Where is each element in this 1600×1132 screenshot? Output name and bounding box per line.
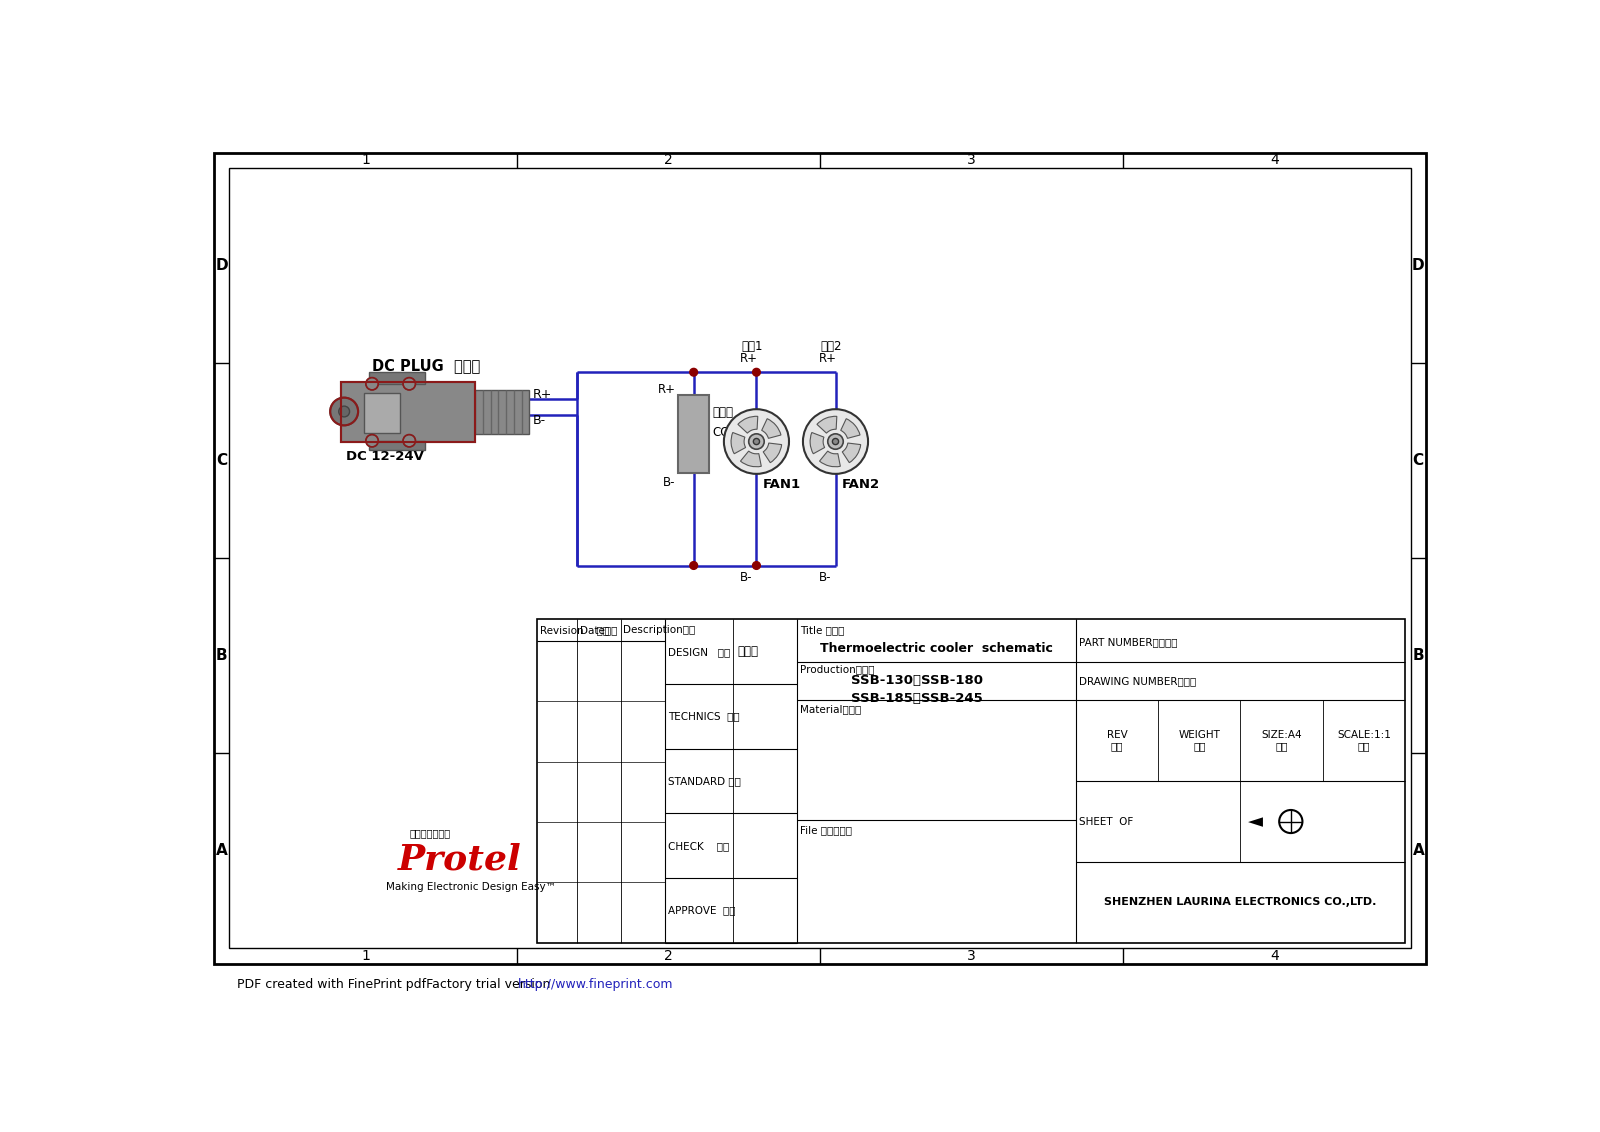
Text: PART NUMBER零件号：: PART NUMBER零件号： xyxy=(1078,637,1178,648)
Text: C: C xyxy=(1413,453,1424,469)
Text: Revision    修正: Revision 修正 xyxy=(541,625,610,635)
Text: Title 名称：: Title 名称： xyxy=(800,625,845,635)
Text: SSB-130、SSB-180: SSB-130、SSB-180 xyxy=(851,674,982,687)
Text: A: A xyxy=(216,843,227,858)
Text: 4: 4 xyxy=(1270,949,1278,963)
Circle shape xyxy=(803,409,869,474)
Bar xyxy=(475,389,530,434)
Circle shape xyxy=(832,438,838,445)
Text: DC 12-24V: DC 12-24V xyxy=(346,449,424,463)
Text: 2: 2 xyxy=(664,154,674,168)
Text: 张志华: 张志华 xyxy=(738,645,758,658)
Text: Production产品：: Production产品： xyxy=(800,664,874,675)
Text: 4: 4 xyxy=(1270,154,1278,168)
Bar xyxy=(229,169,1411,949)
Wedge shape xyxy=(840,419,861,438)
Wedge shape xyxy=(763,443,782,463)
Text: SSB-185、SSB-245: SSB-185、SSB-245 xyxy=(851,692,982,705)
Text: D: D xyxy=(216,258,229,273)
Wedge shape xyxy=(731,432,746,454)
Text: R+: R+ xyxy=(533,388,552,401)
Bar xyxy=(341,383,475,443)
Circle shape xyxy=(339,406,349,417)
Text: SIZE:A4
图纸: SIZE:A4 图纸 xyxy=(1261,730,1302,752)
Text: DC PLUG  烟插头: DC PLUG 烟插头 xyxy=(373,358,480,372)
Text: WEIGHT
重量: WEIGHT 重量 xyxy=(1178,730,1221,752)
Circle shape xyxy=(366,435,378,447)
Circle shape xyxy=(752,368,760,376)
Bar xyxy=(370,440,424,451)
Bar xyxy=(678,395,709,473)
Text: 刻冷片: 刻冷片 xyxy=(712,405,733,419)
Text: Date日期: Date日期 xyxy=(579,625,618,635)
Text: Making Electronic Design Easy™: Making Electronic Design Easy™ xyxy=(386,882,557,892)
Circle shape xyxy=(330,397,358,426)
Text: C: C xyxy=(216,453,227,469)
Text: REV
版次: REV 版次 xyxy=(1107,730,1128,752)
Text: TECHNICS  工艺: TECHNICS 工艺 xyxy=(669,711,739,721)
Circle shape xyxy=(749,434,765,449)
Text: R+: R+ xyxy=(739,352,757,365)
Text: 3: 3 xyxy=(966,949,976,963)
Bar xyxy=(341,383,475,443)
Text: B: B xyxy=(1413,649,1424,663)
Text: 风扨1: 风扨1 xyxy=(741,340,763,352)
Text: Material材料：: Material材料： xyxy=(800,704,861,714)
Text: SHENZHEN LAURINA ELECTRONICS CO.,LTD.: SHENZHEN LAURINA ELECTRONICS CO.,LTD. xyxy=(1104,898,1376,908)
Wedge shape xyxy=(762,419,781,438)
Wedge shape xyxy=(819,451,840,466)
Text: B-: B- xyxy=(533,414,546,427)
Text: COOL: COOL xyxy=(712,426,746,439)
Text: 2: 2 xyxy=(664,949,674,963)
Text: A: A xyxy=(1413,843,1424,858)
Text: R+: R+ xyxy=(658,383,675,396)
Text: ◄: ◄ xyxy=(1248,812,1264,831)
Text: D: D xyxy=(1411,258,1424,273)
Wedge shape xyxy=(738,417,758,434)
Text: PDF created with FinePrint pdfFactory trial version: PDF created with FinePrint pdfFactory tr… xyxy=(237,978,550,990)
Text: B-: B- xyxy=(664,475,675,489)
Text: Protel: Protel xyxy=(398,842,522,876)
Text: 3: 3 xyxy=(966,154,976,168)
Bar xyxy=(365,393,400,434)
Bar xyxy=(538,619,1405,943)
Text: B-: B- xyxy=(739,572,752,584)
Wedge shape xyxy=(810,432,824,454)
Text: B-: B- xyxy=(819,572,830,584)
Text: DRAWING NUMBER图号：: DRAWING NUMBER图号： xyxy=(1078,676,1197,686)
Text: 1: 1 xyxy=(362,949,370,963)
Text: DESIGN   设计: DESIGN 设计 xyxy=(669,646,730,657)
Text: R+: R+ xyxy=(819,352,837,365)
Text: 深圳市电子集团: 深圳市电子集团 xyxy=(410,827,450,838)
Circle shape xyxy=(754,438,760,445)
Wedge shape xyxy=(842,443,861,463)
Text: Description说明: Description说明 xyxy=(622,625,696,635)
Text: STANDARD 标准: STANDARD 标准 xyxy=(669,777,741,786)
Circle shape xyxy=(827,434,843,449)
Text: FAN2: FAN2 xyxy=(842,478,880,491)
Circle shape xyxy=(690,368,698,376)
Text: SCALE:1:1
比例: SCALE:1:1 比例 xyxy=(1338,730,1390,752)
Text: FAN1: FAN1 xyxy=(763,478,800,491)
Text: http://www.fineprint.com: http://www.fineprint.com xyxy=(518,978,674,990)
Circle shape xyxy=(690,561,698,569)
Text: Thermoelectric cooler  schematic: Thermoelectric cooler schematic xyxy=(819,642,1053,655)
Circle shape xyxy=(723,409,789,474)
Text: 风扨2: 风扨2 xyxy=(819,340,842,352)
Wedge shape xyxy=(741,451,762,466)
Text: 1: 1 xyxy=(362,154,370,168)
Text: CHECK    审核: CHECK 审核 xyxy=(669,841,730,851)
Text: B: B xyxy=(216,649,227,663)
Bar xyxy=(370,372,424,384)
Wedge shape xyxy=(818,417,837,434)
Text: File 文件路径：: File 文件路径： xyxy=(800,825,851,835)
Circle shape xyxy=(403,435,416,447)
Circle shape xyxy=(752,561,760,569)
Circle shape xyxy=(403,378,416,389)
Circle shape xyxy=(366,378,378,389)
Text: APPROVE  批准: APPROVE 批准 xyxy=(669,906,736,916)
Text: SHEET  OF: SHEET OF xyxy=(1078,816,1133,826)
